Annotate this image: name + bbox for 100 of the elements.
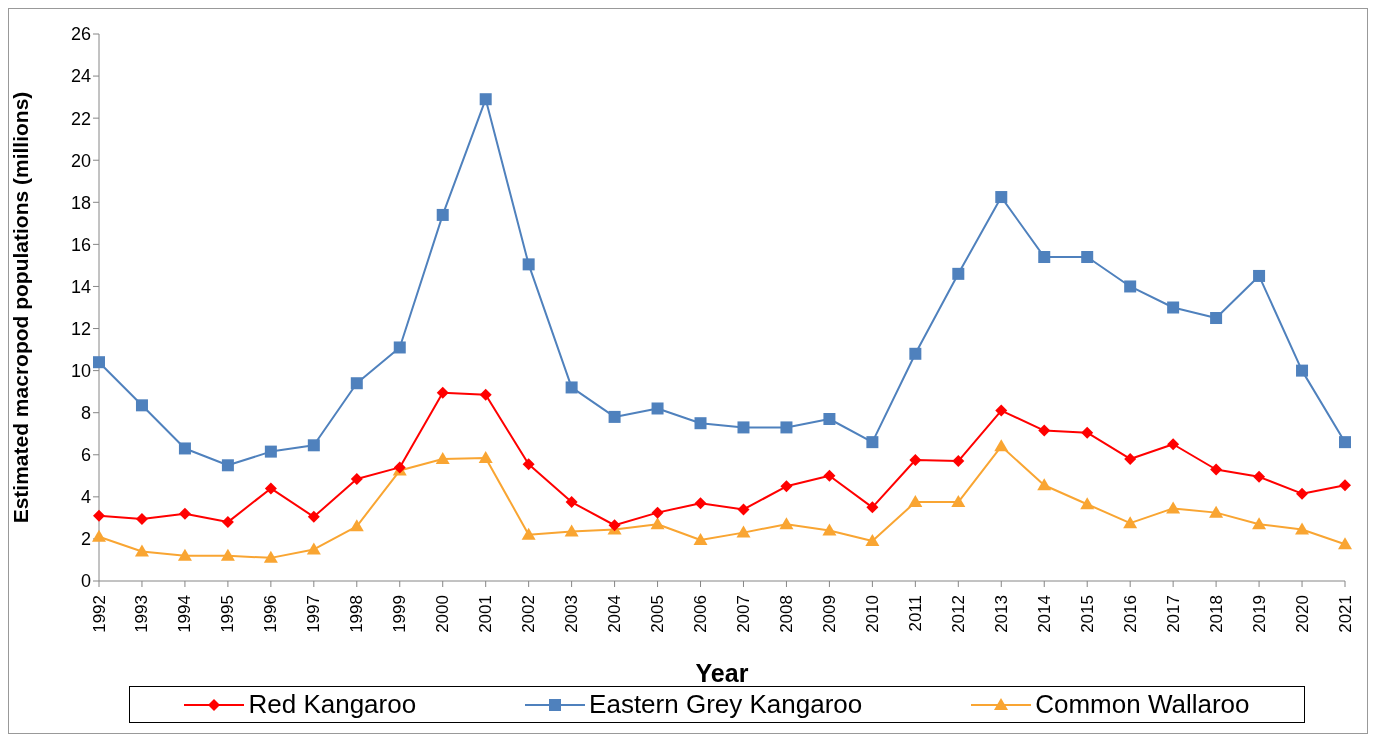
- point: [693, 532, 708, 545]
- y-tick-label: 16: [70, 234, 91, 255]
- point: [436, 386, 449, 399]
- x-tick-label: 2004: [605, 595, 625, 633]
- y-tick-label: 20: [70, 150, 91, 171]
- point: [994, 439, 1009, 452]
- y-tick-label: 18: [70, 192, 91, 213]
- point: [736, 525, 751, 538]
- point: [264, 482, 277, 495]
- point: [178, 507, 191, 520]
- point: [780, 480, 793, 493]
- y-tick-label: 24: [70, 66, 91, 87]
- y-tick-label: 0: [80, 571, 91, 592]
- point: [478, 450, 493, 463]
- x-tick-label: 2018: [1206, 595, 1226, 633]
- x-axis-title: Year: [695, 659, 749, 687]
- y-tick-label: 12: [70, 318, 91, 339]
- point: [779, 517, 794, 530]
- point: [93, 509, 105, 522]
- point: [522, 258, 535, 271]
- point: [1167, 301, 1180, 314]
- point: [866, 436, 879, 449]
- point: [135, 512, 148, 525]
- point: [1081, 426, 1094, 439]
- x-tick-label: 2003: [562, 595, 582, 633]
- point: [737, 421, 750, 434]
- point: [694, 497, 707, 510]
- x-tick-label: 2015: [1077, 595, 1097, 633]
- x-tick-label: 2017: [1163, 595, 1183, 633]
- point: [995, 191, 1008, 204]
- point: [1296, 487, 1309, 500]
- x-tick-label: 1992: [89, 595, 109, 633]
- x-tick-label: 2010: [862, 595, 882, 633]
- x-tick-label: 1995: [218, 595, 238, 633]
- point: [565, 381, 578, 394]
- x-tick-label: 2008: [776, 595, 796, 633]
- legend-label: Red Kangaroo: [248, 689, 417, 720]
- x-tick-label: 2005: [648, 595, 668, 633]
- point: [1296, 364, 1309, 377]
- x-tick-label: 1994: [175, 595, 195, 633]
- x-tick-label: 2016: [1120, 595, 1140, 633]
- point: [1038, 424, 1051, 437]
- point: [780, 421, 793, 434]
- point: [694, 417, 707, 430]
- point: [1123, 516, 1138, 529]
- point: [651, 402, 664, 415]
- point: [522, 458, 535, 471]
- legend-label: Eastern Grey Kangaroo: [589, 689, 863, 720]
- point: [349, 519, 364, 532]
- point: [178, 442, 191, 455]
- point: [1038, 251, 1051, 264]
- point: [1124, 452, 1137, 465]
- x-tick-label: 2019: [1249, 595, 1269, 633]
- x-tick-label: 2006: [691, 595, 711, 633]
- point: [436, 208, 449, 221]
- y-tick-label: 14: [70, 276, 91, 297]
- point: [1167, 438, 1180, 451]
- x-tick-label: 1999: [390, 595, 410, 633]
- point: [1081, 251, 1094, 264]
- point: [1037, 478, 1052, 491]
- point: [951, 495, 966, 508]
- y-tick-label: 26: [70, 24, 91, 45]
- y-tick-label: 2: [80, 529, 91, 550]
- point: [608, 410, 621, 423]
- point: [1166, 501, 1181, 514]
- point: [650, 517, 665, 530]
- point: [264, 445, 277, 458]
- y-tick-label: 10: [70, 361, 91, 382]
- point: [521, 527, 536, 540]
- point: [1252, 517, 1267, 530]
- point: [479, 93, 492, 106]
- y-tick-label: 22: [70, 108, 91, 129]
- point: [1253, 470, 1266, 483]
- point: [1339, 479, 1351, 492]
- y-axis-title: Estimated macropod populations (millions): [9, 91, 33, 524]
- point: [1209, 505, 1224, 518]
- point: [952, 267, 965, 280]
- x-tick-label: 2007: [733, 595, 753, 633]
- legend-label: Common Wallaroo: [1035, 689, 1250, 720]
- point: [479, 388, 492, 401]
- point: [393, 341, 406, 354]
- point: [865, 534, 880, 547]
- y-tick-label: 8: [80, 403, 91, 424]
- x-tick-label: 2011: [905, 595, 925, 632]
- point: [1338, 537, 1352, 550]
- point: [564, 524, 579, 537]
- point: [908, 495, 923, 508]
- point: [435, 451, 450, 464]
- point: [1080, 497, 1095, 510]
- point: [995, 404, 1008, 417]
- point: [221, 459, 234, 472]
- point: [221, 516, 234, 529]
- point: [866, 501, 879, 514]
- x-tick-label: 2012: [948, 595, 968, 633]
- point: [909, 454, 922, 467]
- x-tick-label: 2020: [1292, 595, 1312, 633]
- point: [220, 548, 235, 561]
- point: [1339, 436, 1351, 449]
- x-tick-label: 2021: [1335, 595, 1355, 633]
- x-tick-label: 2002: [519, 595, 539, 633]
